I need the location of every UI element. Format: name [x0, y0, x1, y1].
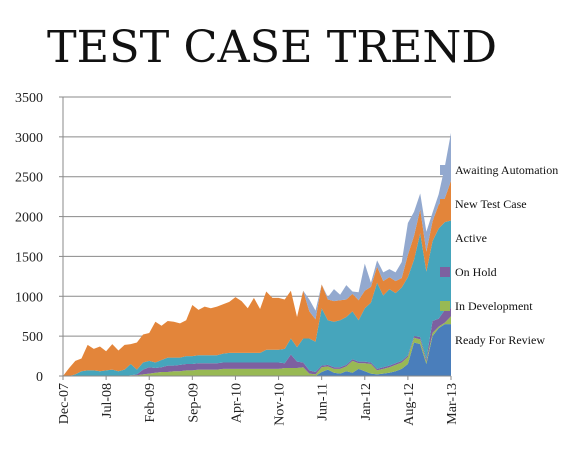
y-tick-label: 1500 [15, 250, 43, 265]
legend-swatch-awaiting-automation [440, 165, 450, 175]
x-tick-label: Feb-09 [143, 383, 158, 423]
x-tick-label: Apr-10 [229, 383, 244, 423]
x-tick-label: Jan-12 [359, 383, 374, 420]
legend-label-on-hold: On Hold [455, 265, 497, 279]
legend-label-in-development: In Development [455, 299, 533, 313]
x-tick-label: Dec-07 [57, 383, 72, 424]
x-tick-label: Sep-09 [186, 383, 201, 423]
y-axis-ticks: 0 500 1000 1500 2000 2500 3000 3500 [15, 91, 63, 385]
y-tick-label: 2000 [15, 211, 43, 226]
legend-swatch-on-hold [440, 267, 450, 277]
x-tick-label: Jun-11 [316, 383, 331, 421]
y-tick-label: 1000 [15, 290, 43, 305]
legend-label-new-test-case: New Test Case [455, 197, 527, 211]
y-tick-label: 3000 [15, 131, 43, 146]
y-tick-label: 500 [22, 330, 43, 345]
chart-title: TEST CASE TREND [47, 22, 497, 73]
x-tick-label: Aug-12 [402, 383, 417, 426]
legend-swatch-ready-for-review [440, 335, 450, 345]
legend-label-active: Active [455, 231, 487, 245]
area-active [63, 220, 451, 376]
legend-swatch-new-test-case [440, 199, 450, 209]
x-tick-label: Nov-10 [273, 383, 288, 426]
area-new-test-case [63, 180, 451, 376]
y-tick-label: 3500 [15, 91, 43, 106]
x-tick-label: Mar-13 [445, 383, 460, 425]
gridlines [63, 96, 451, 337]
legend-label-ready-for-review: Ready For Review [455, 333, 545, 347]
x-tick-label: Jul-08 [100, 383, 115, 418]
stacked-areas [63, 132, 451, 376]
axes [62, 97, 451, 377]
legend-label-awaiting-automation: Awaiting Automation [455, 163, 558, 177]
legend-swatch-active [440, 233, 450, 243]
legend-swatch-in-development [440, 301, 450, 311]
area-ready-for-review [63, 324, 451, 376]
y-tick-label: 2500 [15, 171, 43, 186]
y-tick-label: 0 [36, 370, 43, 385]
legend: Awaiting Automation New Test Case Active On… [440, 163, 558, 347]
x-axis-ticks: Dec-07 Jul-08 Feb-09 Sep-09 Apr-10 Nov-10 Jun-… [57, 376, 460, 426]
